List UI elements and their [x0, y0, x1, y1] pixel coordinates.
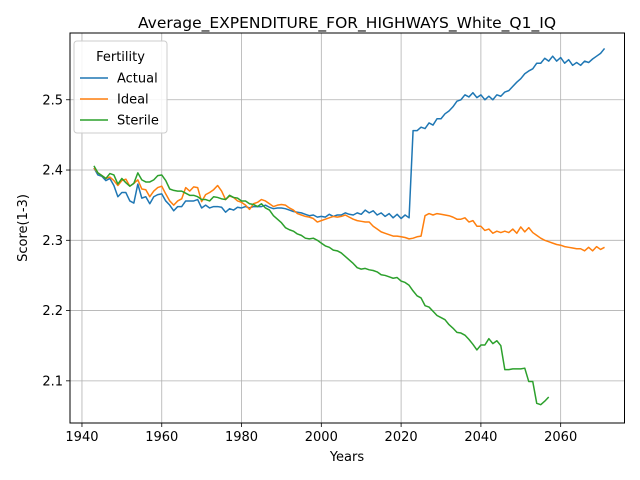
series-layer [93, 47, 606, 406]
legend-box [73, 40, 168, 134]
y-tick-label: 2.5 [42, 93, 63, 108]
x-axis: 1940 1960 1980 2000 2020 2040 2060 [65, 423, 577, 445]
x-tick-label: 2040 [464, 430, 497, 445]
y-tick-label: 2.4 [42, 164, 63, 179]
legend-label-sterile: Sterile [117, 114, 159, 129]
x-tick-label: 2020 [385, 430, 418, 445]
grid [70, 33, 625, 423]
y-tick-label: 2.3 [42, 234, 63, 249]
x-tick-label: 2060 [544, 430, 577, 445]
plot-frame [69, 32, 625, 424]
series-line-actual [93, 47, 606, 220]
y-tick-label: 2.2 [42, 304, 63, 319]
x-axis-label: Years [329, 450, 365, 465]
legend-title: Fertility [96, 50, 145, 65]
y-axis-label: Score(1-3) [16, 194, 31, 262]
x-tick-label: 1940 [65, 430, 98, 445]
series-line-sterile [93, 165, 550, 406]
y-tick-label: 2.1 [42, 374, 63, 389]
y-axis: 2.1 2.2 2.3 2.4 2.5 [42, 93, 70, 389]
x-tick-label: 2000 [305, 430, 338, 445]
x-tick-label: 1980 [225, 430, 258, 445]
chart-title: Average_EXPENDITURE_FOR_HIGHWAYS_White_Q… [138, 14, 556, 33]
x-tick-label: 1960 [145, 430, 178, 445]
legend-label-ideal: Ideal [117, 93, 149, 108]
legend-label-actual: Actual [117, 72, 158, 87]
legend-entries: Actual Ideal Sterile [80, 72, 159, 129]
series-line-ideal [93, 167, 605, 252]
legend: Fertility Actual Ideal Sterile [73, 40, 168, 134]
